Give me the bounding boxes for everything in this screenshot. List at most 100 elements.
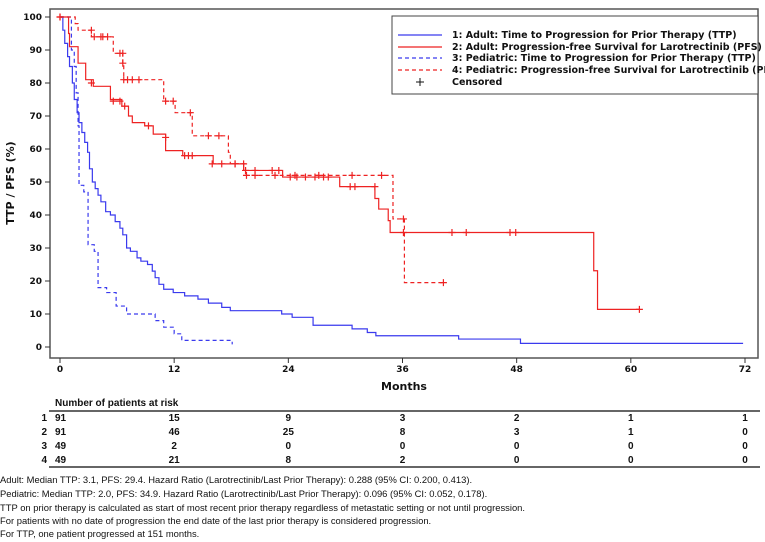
risk-cell: 21 — [169, 455, 181, 466]
risk-cell: 1 — [628, 427, 634, 438]
risk-cell: 2 — [400, 455, 406, 466]
footnote-no-progression: For patients with no date of progression… — [0, 516, 432, 527]
y-tick-label: 40 — [29, 211, 42, 221]
legend-box — [391, 15, 759, 95]
risk-cell: 3 — [514, 427, 520, 438]
x-tick-label: 48 — [510, 365, 523, 375]
censor-mark — [87, 79, 95, 87]
risk-cell: 0 — [400, 441, 406, 452]
series-4-curve — [60, 16, 444, 284]
risk-cell: 0 — [742, 427, 748, 438]
legend-censored-icon — [416, 78, 424, 86]
risk-cell: 2 — [514, 413, 520, 424]
series-2-curve — [60, 16, 640, 310]
y-tick-label: 30 — [29, 244, 42, 254]
survival-curves — [56, 13, 744, 345]
censor-mark — [268, 166, 276, 174]
censor-mark — [188, 152, 196, 160]
censor-mark — [371, 183, 379, 191]
censor-mark — [240, 160, 248, 168]
y-tick-label: 10 — [29, 310, 42, 320]
risk-cell: 49 — [55, 441, 67, 452]
censor-mark — [378, 171, 386, 179]
censor-mark — [204, 132, 212, 140]
censor-mark — [104, 33, 112, 41]
censor-mark — [208, 160, 216, 168]
legend-label-1: 1: Adult: Time to Progression for Prior … — [452, 30, 737, 41]
y-tick-label: 60 — [29, 145, 42, 155]
legend-label-2: 2: Adult: Progression-free Survival for … — [452, 42, 762, 53]
censor-mark — [291, 171, 299, 179]
y-tick-label: 20 — [29, 277, 42, 287]
censor-mark — [56, 13, 64, 21]
risk-row-label: 3 — [41, 441, 47, 452]
risk-row-label: 2 — [41, 427, 47, 438]
risk-cell: 1 — [742, 413, 748, 424]
y-tick-label: 70 — [29, 112, 42, 122]
censor-mark — [635, 305, 643, 313]
censor-mark — [218, 160, 226, 168]
y-tick-label: 0 — [36, 343, 42, 353]
censor-mark — [324, 173, 332, 181]
x-tick-label: 0 — [57, 365, 63, 375]
censor-mark — [448, 228, 456, 236]
x-tick-label: 36 — [396, 365, 409, 375]
risk-cell: 0 — [628, 441, 634, 452]
x-tick-label: 72 — [739, 365, 752, 375]
censor-mark — [186, 109, 194, 117]
x-tick-label: 60 — [625, 365, 638, 375]
y-tick-label: 100 — [23, 13, 42, 23]
footnote-ttp-definition: TTP on prior therapy is calculated as st… — [0, 503, 526, 514]
risk-cell: 0 — [514, 441, 520, 452]
censor-mark — [315, 171, 323, 179]
censor-mark — [144, 122, 152, 130]
risk-cell: 0 — [514, 455, 520, 466]
censor-mark — [301, 173, 309, 181]
censor-mark — [121, 102, 129, 110]
risk-cell: 2 — [171, 441, 177, 452]
censor-mark — [399, 228, 407, 236]
risk-table: Number of patients at risk 1 91 15 9 3 2 1 12 91… — [41, 398, 760, 468]
risk-cell: 0 — [742, 441, 748, 452]
y-axis-title: TTP / PFS (%) — [4, 141, 17, 224]
risk-cell: 1 — [628, 413, 634, 424]
censor-mark — [90, 33, 98, 41]
risk-cell: 8 — [286, 455, 292, 466]
censor-mark — [162, 133, 170, 141]
censor-mark — [162, 97, 170, 105]
censor-mark — [351, 183, 359, 191]
legend-label-3: 3: Pediatric: Time to Progression for Pr… — [452, 53, 756, 64]
censor-mark — [119, 59, 127, 67]
y-axis: 0 10 20 30 40 50 60 70 80 90 100 — [23, 13, 50, 353]
censor-mark — [275, 166, 283, 174]
x-axis-title: Months — [381, 380, 427, 393]
risk-cell: 46 — [169, 427, 181, 438]
risk-cell: 3 — [400, 413, 406, 424]
censor-mark — [399, 215, 407, 223]
risk-cell: 8 — [400, 427, 406, 438]
censor-mark — [87, 26, 95, 34]
censor-mark — [271, 171, 279, 179]
legend-label-4: 4: Pediatric: Progression-free Survival … — [452, 65, 765, 76]
risk-cell: 25 — [283, 427, 295, 438]
censor-mark — [109, 97, 117, 105]
x-axis: 0 12 24 36 48 60 72 — [57, 358, 751, 375]
censor-mark — [215, 132, 223, 140]
risk-cell: 91 — [55, 413, 67, 424]
censor-mark — [231, 160, 239, 168]
risk-cell: 9 — [286, 413, 292, 424]
footnote-adult: Adult: Median TTP: 3.1, PFS: 29.4. Hazar… — [0, 475, 473, 486]
risk-cell: 0 — [286, 441, 292, 452]
y-tick-label: 90 — [29, 46, 42, 56]
risk-row-label: 4 — [41, 455, 47, 466]
censor-mark — [462, 228, 470, 236]
censor-mark — [119, 49, 127, 57]
risk-cell: 0 — [628, 455, 634, 466]
risk-table-title: Number of patients at risk — [55, 398, 179, 409]
censor-mark — [251, 171, 259, 179]
censor-mark — [286, 173, 294, 181]
censor-mark — [348, 171, 356, 179]
footnote-151-months: For TTP, one patient progressed at 151 m… — [0, 529, 200, 540]
censor-mark — [311, 173, 319, 181]
